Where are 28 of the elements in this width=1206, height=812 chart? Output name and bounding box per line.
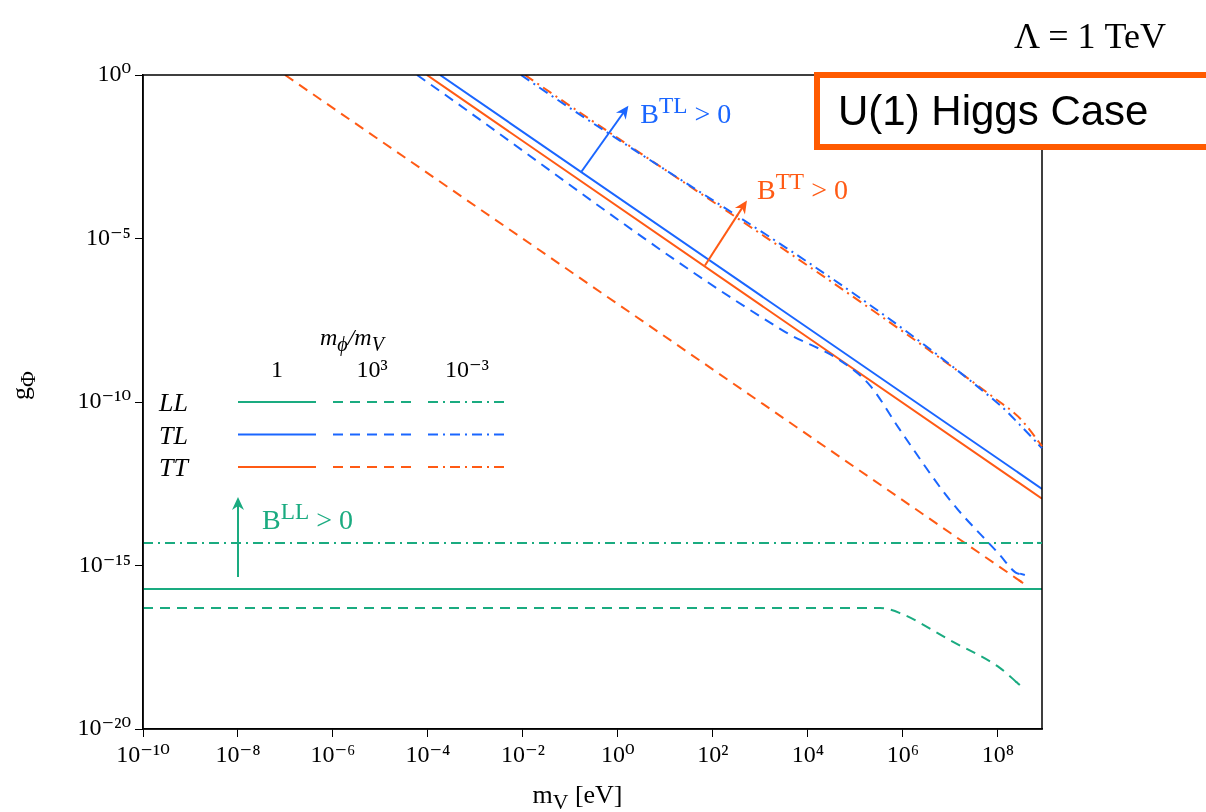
annotation: 1 <box>271 356 283 382</box>
y-tick-label: 10⁻²⁰ <box>77 714 131 741</box>
legend-label: TT <box>158 453 188 482</box>
y-tick-label: 10⁻¹⁰ <box>77 387 131 414</box>
chart-subtitle: Λ = 1 TeV <box>1014 16 1166 56</box>
chart-title: U(1) Higgs Case <box>814 72 1206 150</box>
legend-label: TL <box>158 420 188 450</box>
x-tick-label: 10⁸ <box>981 740 1015 767</box>
x-tick-label: 10⁴ <box>791 740 825 767</box>
annotation: 10⁻³ <box>445 356 489 382</box>
x-tick-label: 10⁻⁸ <box>215 740 261 767</box>
x-tick-label: 10⁻² <box>501 740 545 767</box>
annotation: B$^{TT}$ > 0 <box>756 168 848 206</box>
y-tick-label: 10⁻¹⁵ <box>78 550 131 577</box>
annotation: B$^{LL}$ > 0 <box>262 498 353 536</box>
annotation: B$^{TL}$ > 0 <box>640 91 732 130</box>
x-tick-label: 10⁶ <box>886 740 920 767</box>
legend-label: LL <box>157 388 188 417</box>
x-tick-label: 10⁻¹⁰ <box>116 740 170 767</box>
x-tick-label: 10⁻⁶ <box>310 740 356 767</box>
legend-title: m$_{ϕ}$/m$_{V}$ <box>320 324 384 355</box>
y-tick-label: 10⁰ <box>97 60 131 87</box>
y-tick-label: 10⁻⁵ <box>85 223 131 250</box>
x-tick-label: 10⁻⁴ <box>405 740 451 767</box>
x-tick-label: 10² <box>697 740 729 767</box>
x-tick-label: 10⁰ <box>601 740 635 767</box>
x-axis-title: m$_{V}$ [eV] <box>532 780 623 812</box>
annotation: 10³ <box>356 356 388 382</box>
